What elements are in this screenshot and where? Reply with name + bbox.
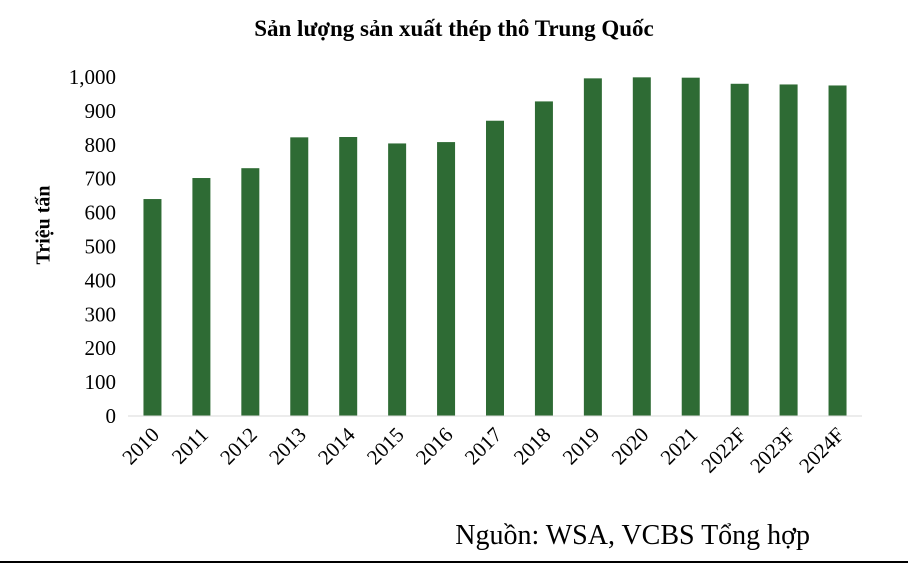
bar-2023F [779,84,798,416]
source-note: Nguồn: WSA, VCBS Tổng hợp [455,520,810,551]
bar-2011 [192,178,211,416]
bar-2017 [486,120,504,416]
y-tick-label: 600 [85,201,117,225]
bar-2015 [388,143,407,416]
y-tick-label: 400 [85,268,117,292]
chart-title: Sản lượng sản xuất thép thô Trung Quốc [254,16,654,41]
x-tick-label: 2018 [509,423,556,470]
bar-2012 [241,168,260,416]
x-tick-label: 2017 [460,423,507,470]
x-tick-label: 2013 [264,423,311,470]
y-tick-label: 900 [85,99,117,123]
bar-2013 [290,137,309,417]
bar-2024F [828,85,847,416]
x-tick-label: 2019 [558,423,605,470]
x-tick-label: 2020 [607,423,654,470]
y-tick-label: 300 [85,302,117,326]
bar-2020 [632,77,651,417]
bar-2018 [534,101,553,417]
bar-2021 [681,77,700,416]
bottom-divider [0,561,908,563]
bar-2010 [143,199,162,416]
x-tick-label: 2021 [656,423,703,470]
x-tick-label: 2022F [696,423,751,478]
y-tick-label: 0 [106,404,117,428]
x-tick-label: 2016 [411,423,458,470]
y-tick-label: 100 [85,370,117,394]
bar-2019 [583,78,602,416]
y-tick-label: 200 [85,336,117,360]
x-tick-label: 2010 [117,423,164,470]
x-tick-label: 2023F [745,423,800,478]
y-tick-label: 1,000 [69,65,116,89]
bar-2014 [339,137,358,417]
y-tick-label: 800 [85,133,117,157]
y-tick-label: 700 [85,167,117,191]
x-tick-label: 2014 [313,422,360,469]
y-tick-label: 500 [85,235,117,259]
x-tick-label: 2012 [215,423,262,470]
x-tick-label: 2011 [167,423,213,469]
bar-2022F [730,83,749,416]
bar-2016 [437,142,456,416]
x-tick-label: 2024F [794,423,849,478]
x-tick-label: 2015 [362,423,409,470]
